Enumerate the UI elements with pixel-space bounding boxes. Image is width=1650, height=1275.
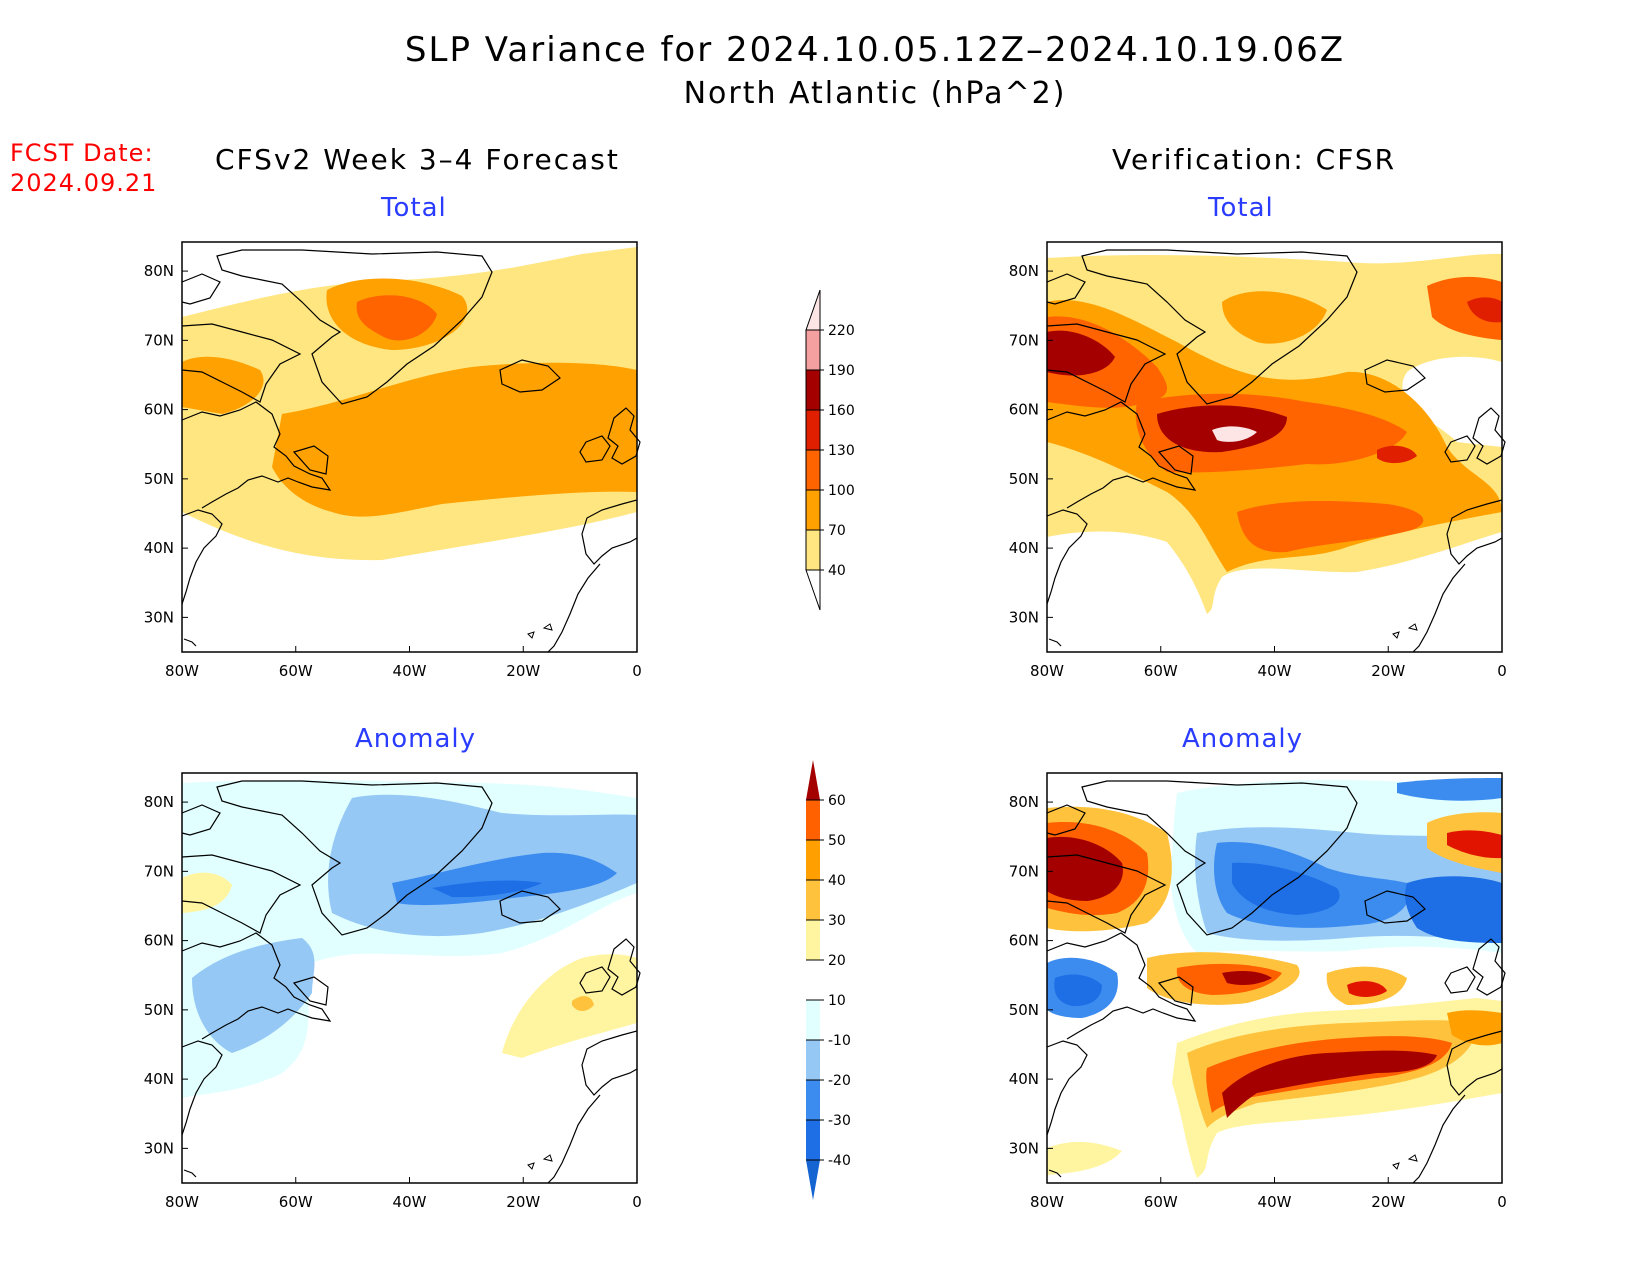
lat-tick-label: 30N (144, 608, 174, 626)
colorbar-anomaly-label: -10 (828, 1033, 851, 1049)
colorbar-anomaly-bin (806, 840, 820, 880)
panel-title-forecast-total: Total (381, 193, 447, 223)
colorbar-anomaly-label: -30 (828, 1113, 851, 1129)
colorbar-anomaly-upper-extension (806, 760, 820, 800)
lat-tick-label: 80N (1009, 793, 1039, 811)
colorbar-anomaly-bin (806, 1040, 820, 1080)
lat-tick-label: 70N (144, 862, 174, 880)
colorbar-anomaly-bin (806, 880, 820, 920)
colorbar-total-label: 70 (828, 523, 846, 539)
lon-tick-label: 80W (1030, 662, 1064, 680)
lat-tick-label: 40N (1009, 1070, 1039, 1088)
forecast-column-title: CFSv2 Week 3–4 Forecast (215, 143, 620, 176)
forecast-date: FCST Date: 2024.09.21 (10, 138, 157, 198)
colorbar-total-bin (806, 530, 820, 570)
colorbar-total-bin (806, 370, 820, 410)
colorbar-anomaly-lower-extension (806, 1160, 820, 1200)
lon-tick-label: 0 (1497, 662, 1507, 680)
colorbar-anomaly-bin (806, 1080, 820, 1120)
colorbar-anomaly-label: 50 (828, 833, 846, 849)
lat-tick-label: 70N (1009, 862, 1039, 880)
colorbar-anomaly-label: -40 (828, 1153, 851, 1169)
colorbar-anomaly-label: 10 (828, 993, 846, 1009)
map-forecast-total (181, 241, 641, 653)
colorbar-anomaly-bin (806, 920, 820, 960)
lat-tick-label: 30N (1009, 608, 1039, 626)
colorbar-total-upper-extension (805, 289, 821, 331)
colorbar-anomaly-bin (806, 1120, 820, 1160)
lon-tick-label: 60W (279, 662, 313, 680)
lon-tick-label: 20W (1371, 1193, 1405, 1211)
lon-tick-label: 20W (506, 1193, 540, 1211)
lat-tick-label: 50N (144, 470, 174, 488)
map-verification-total (1046, 241, 1506, 653)
colorbar-anomaly-bin (806, 800, 820, 840)
lat-tick-label: 50N (1009, 1001, 1039, 1019)
lon-tick-label: 40W (393, 662, 427, 680)
colorbar-anomaly-label: 40 (828, 873, 846, 889)
colorbar-total-label: 160 (828, 403, 855, 419)
colorbar-total-bin (806, 410, 820, 450)
colorbar-anomaly: -40 -30 -20 -10 10 20 30 40 50 60 (806, 760, 851, 1200)
colorbar-total-label: 100 (828, 483, 855, 499)
colorbar-total-bin (806, 450, 820, 490)
lat-tick-label: 60N (1009, 932, 1039, 950)
lon-tick-label: 60W (279, 1193, 313, 1211)
lat-tick-label: 30N (1009, 1139, 1039, 1157)
lon-tick-label: 60W (1144, 1193, 1178, 1211)
lat-tick-label: 70N (144, 331, 174, 349)
colorbar-anomaly-label: 20 (828, 953, 846, 969)
panel-title-verification-anomaly: Anomaly (1182, 724, 1304, 754)
lat-tick-label: 60N (144, 401, 174, 419)
lon-tick-label: 60W (1144, 662, 1178, 680)
lat-tick-label: 30N (144, 1139, 174, 1157)
lon-tick-label: 40W (1258, 662, 1292, 680)
colorbar-total-bin (806, 330, 820, 370)
colorbar-total-label: 40 (828, 563, 846, 579)
map-verification-anomaly (1046, 772, 1506, 1184)
lon-tick-label: 20W (1371, 662, 1405, 680)
lon-tick-label: 40W (1258, 1193, 1292, 1211)
colorbar-total-label: 190 (828, 363, 855, 379)
forecast-date-label: FCST Date: (10, 139, 154, 167)
lat-tick-label: 60N (1009, 401, 1039, 419)
lat-tick-label: 50N (1009, 470, 1039, 488)
lat-tick-label: 80N (144, 262, 174, 280)
colorbar-total: 40 70 100 130 160 190 220 (805, 289, 855, 611)
map-forecast-anomaly (181, 772, 641, 1184)
panel-title-verification-total: Total (1208, 193, 1274, 223)
forecast-date-value: 2024.09.21 (10, 169, 158, 197)
lon-tick-label: 0 (1497, 1193, 1507, 1211)
lon-tick-label: 20W (506, 662, 540, 680)
colorbar-anomaly-label: -20 (828, 1073, 851, 1089)
lon-tick-label: 0 (632, 1193, 642, 1211)
colorbar-total-lower-extension (805, 569, 821, 611)
lat-tick-label: 80N (1009, 262, 1039, 280)
chart-title: SLP Variance for 2024.10.05.12Z–2024.10.… (404, 30, 1346, 70)
lat-tick-label: 40N (1009, 539, 1039, 557)
lon-tick-label: 0 (632, 662, 642, 680)
lon-tick-label: 80W (165, 1193, 199, 1211)
verification-column-title: Verification: CFSR (1112, 143, 1397, 176)
colorbar-total-label: 220 (828, 323, 855, 339)
lat-tick-label: 40N (144, 1070, 174, 1088)
lat-tick-label: 40N (144, 539, 174, 557)
colorbar-total-bin (806, 490, 820, 530)
lon-tick-label: 40W (393, 1193, 427, 1211)
lon-tick-label: 80W (1030, 1193, 1064, 1211)
colorbar-anomaly-label: 30 (828, 913, 846, 929)
colorbar-total-label: 130 (828, 443, 855, 459)
colorbar-anomaly-bin (806, 1000, 820, 1040)
lat-tick-label: 60N (144, 932, 174, 950)
chart-subtitle: North Atlantic (hPa^2) (683, 76, 1067, 111)
lat-tick-label: 70N (1009, 331, 1039, 349)
panel-title-forecast-anomaly: Anomaly (355, 724, 477, 754)
colorbar-anomaly-bin (806, 960, 820, 1000)
lon-tick-label: 80W (165, 662, 199, 680)
colorbar-anomaly-label: 60 (828, 793, 846, 809)
lat-tick-label: 80N (144, 793, 174, 811)
lat-tick-label: 50N (144, 1001, 174, 1019)
